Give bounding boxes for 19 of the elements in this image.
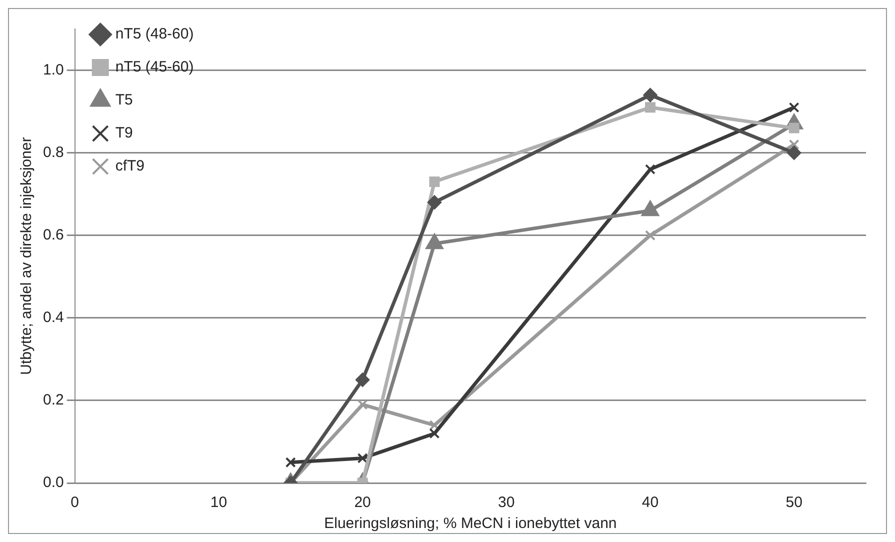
y-tick-label: 0.8 (42, 144, 64, 161)
legend-label: nT5 (48-60) (115, 26, 194, 43)
y-tick-label: 0.6 (42, 226, 64, 244)
x-tick-label: 0 (70, 494, 80, 512)
x-tick-label: 50 (786, 494, 802, 512)
x-tick-label: 40 (642, 494, 659, 512)
y-tick-label: 0.4 (42, 309, 64, 326)
x-tick-label: 30 (498, 494, 515, 512)
legend-label: T9 (115, 124, 133, 142)
y-axis-title: Utbytte; andel av direkte injeksjoner (18, 137, 36, 375)
y-tick-label: 1.0 (42, 61, 64, 78)
x-axis-title: Elueringsløsning; % MeCN i ionebyttet vann (324, 515, 617, 532)
legend-label: T5 (115, 92, 133, 109)
legend-label: cfT9 (115, 158, 145, 175)
x-tick-label: 20 (354, 494, 371, 512)
y-tick-label: 0.0 (42, 474, 64, 492)
y-tick-label: 0.2 (42, 392, 64, 409)
legend-label: nT5 (45-60) (115, 58, 194, 76)
x-tick-label: 10 (210, 494, 228, 512)
